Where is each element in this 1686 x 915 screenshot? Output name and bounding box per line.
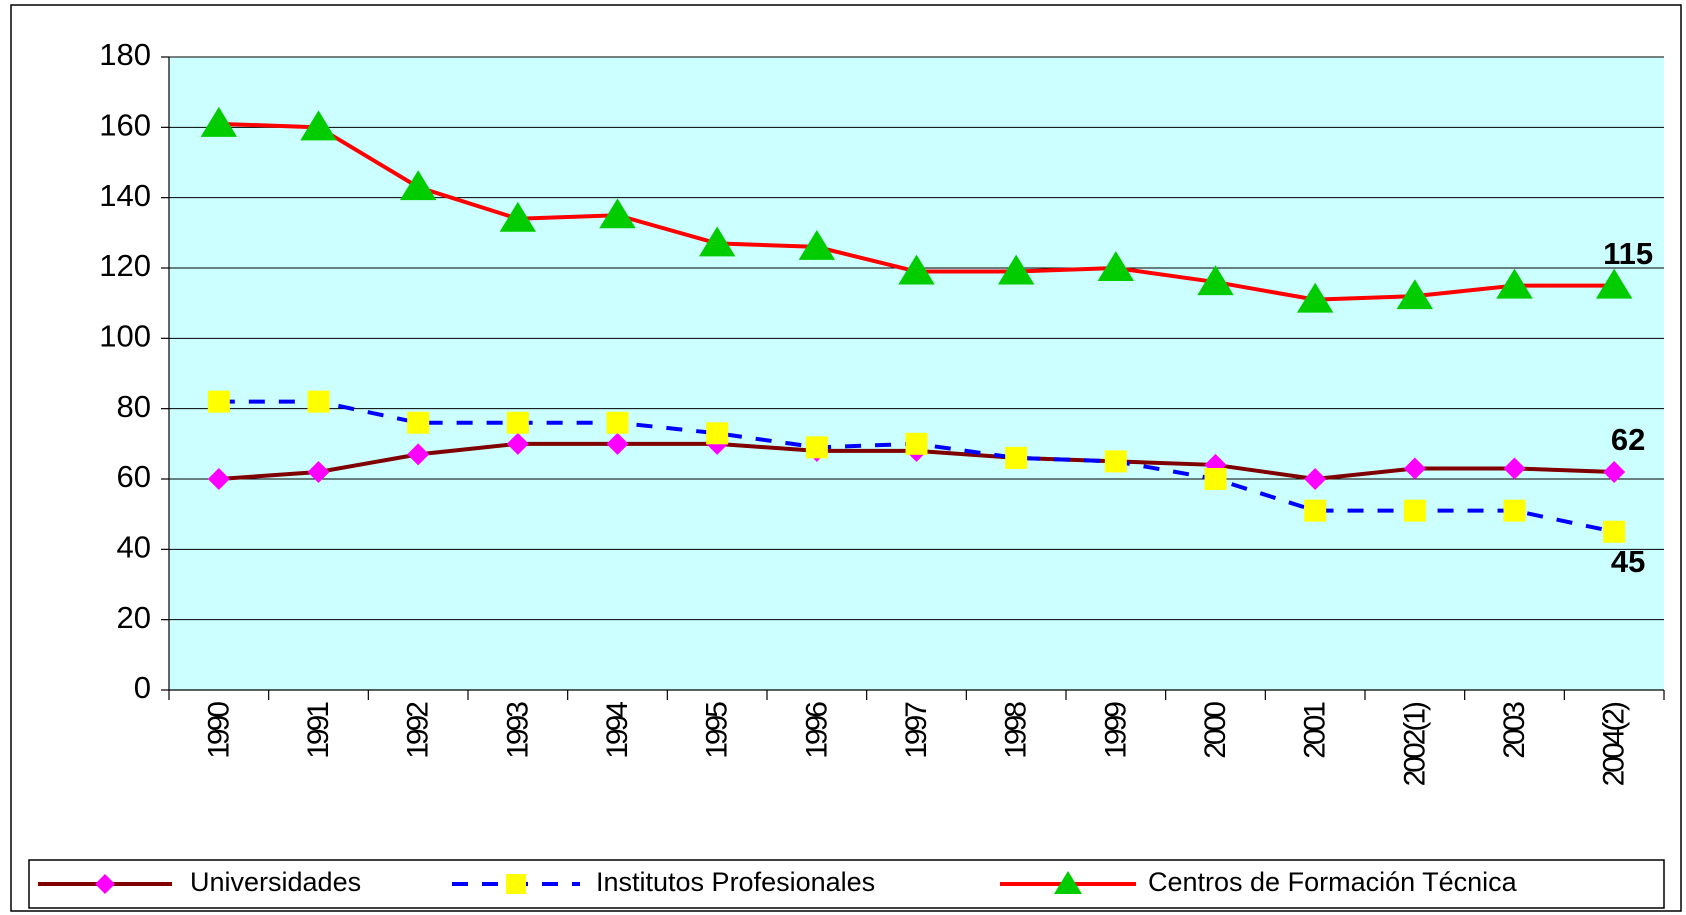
- point: [207, 390, 230, 413]
- point: [399, 170, 437, 201]
- x-tick-label: 2004(2): [1598, 702, 1631, 786]
- point: [706, 422, 729, 445]
- point: [1403, 457, 1426, 480]
- x-tick-label: 2003: [1498, 702, 1531, 759]
- point: [207, 468, 230, 490]
- point: [606, 411, 629, 434]
- point: [997, 254, 1035, 285]
- point: [698, 226, 736, 257]
- x-tick-label: 1994: [601, 702, 634, 759]
- point: [307, 390, 330, 413]
- legend-marker: [95, 874, 115, 894]
- point: [606, 432, 629, 455]
- point: [1503, 457, 1526, 480]
- legend-marker: [1054, 871, 1082, 894]
- point: [1304, 499, 1327, 522]
- point: [805, 436, 828, 459]
- data-label: 45: [1611, 544, 1645, 579]
- point: [1296, 282, 1334, 313]
- point: [905, 432, 928, 455]
- x-tick-label: 1990: [202, 702, 235, 759]
- legend-label: Institutos Profesionales: [596, 867, 875, 897]
- x-tick-label: 1999: [1099, 702, 1132, 759]
- point: [1603, 460, 1626, 483]
- point: [1104, 450, 1127, 473]
- x-tick-label: 1997: [900, 702, 933, 759]
- point: [300, 110, 337, 141]
- legend-box: [28, 859, 1665, 909]
- x-tick-label: 1995: [701, 702, 734, 759]
- y-tick-label: 0: [134, 670, 151, 705]
- point: [499, 201, 537, 232]
- point: [1603, 520, 1626, 543]
- point: [307, 460, 330, 483]
- y-tick-label: 140: [99, 178, 151, 213]
- point: [1204, 468, 1227, 490]
- y-tick-label: 100: [99, 319, 151, 354]
- point: [1396, 279, 1434, 310]
- point: [1304, 468, 1327, 490]
- y-tick-label: 160: [99, 108, 151, 143]
- data-label: 115: [1603, 236, 1653, 271]
- point: [798, 230, 836, 260]
- x-tick-label: 1996: [800, 702, 833, 759]
- point: [1496, 268, 1533, 299]
- y-tick-label: 60: [117, 459, 151, 494]
- point: [506, 411, 529, 434]
- y-tick-label: 20: [117, 600, 151, 635]
- point: [1005, 446, 1028, 469]
- x-tick-label: 2002(1): [1398, 702, 1431, 786]
- point: [407, 411, 430, 434]
- point: [1097, 251, 1135, 281]
- y-tick-label: 180: [99, 37, 151, 72]
- point: [599, 198, 636, 229]
- point: [1503, 499, 1526, 522]
- point: [1595, 268, 1633, 299]
- x-tick-label: 2001: [1299, 702, 1332, 759]
- legend-marker: [506, 874, 526, 894]
- point: [506, 432, 529, 455]
- point: [407, 443, 430, 466]
- x-tick-label: 1991: [302, 702, 335, 759]
- point: [1403, 499, 1426, 522]
- plot-area: [169, 57, 1664, 690]
- y-tick-label: 40: [117, 530, 151, 565]
- x-tick-label: 2000: [1199, 702, 1232, 759]
- legend-label: Universidades: [190, 867, 361, 897]
- legend-label: Centros de Formación Técnica: [1148, 867, 1518, 897]
- point: [200, 106, 238, 137]
- point: [898, 254, 935, 285]
- y-tick-label: 120: [99, 248, 151, 283]
- x-tick-label: 1993: [501, 702, 534, 759]
- x-tick-label: 1992: [402, 702, 435, 759]
- point: [1197, 265, 1234, 296]
- x-tick-label: 1998: [1000, 702, 1033, 759]
- y-tick-label: 80: [117, 389, 151, 424]
- data-label: 62: [1611, 422, 1645, 457]
